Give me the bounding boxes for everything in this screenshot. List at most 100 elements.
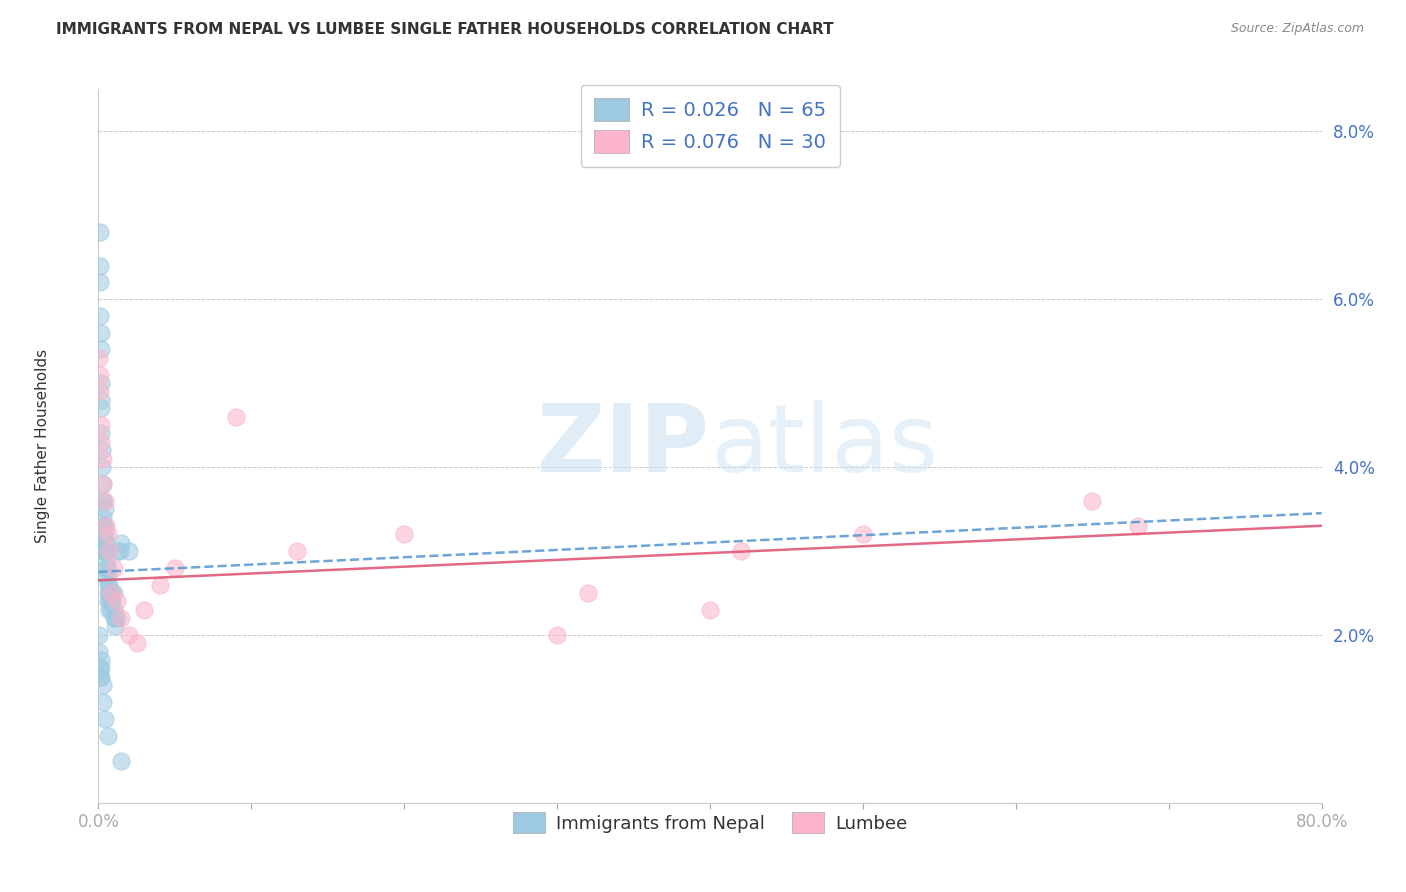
Point [91,493,114,508]
Point [94,544,117,558]
Point [98,594,121,608]
Point [93,502,115,516]
Point [90,376,112,390]
Point [107,544,129,558]
Point [97,594,120,608]
Point [97,527,120,541]
Point [90,401,112,416]
Point [103,560,125,574]
Point [1128,518,1150,533]
Point [98,603,121,617]
Point [104,619,127,633]
Point [90,392,112,407]
Point [89,544,111,558]
Point [91,493,114,508]
Point [546,628,568,642]
Point [392,527,416,541]
Point [93,544,115,558]
Point [103,611,125,625]
Point [89,368,111,382]
Point [91,476,114,491]
Point [90,661,112,675]
Point [90,326,112,340]
Point [576,586,599,600]
Point [101,594,124,608]
Point [89,259,111,273]
Point [118,544,141,558]
Point [285,544,308,558]
Point [97,569,120,583]
Text: atlas: atlas [710,400,938,492]
Point [149,577,172,591]
Point [90,426,112,441]
Point [94,552,117,566]
Legend: Immigrants from Nepal, Lumbee: Immigrants from Nepal, Lumbee [505,805,915,840]
Point [90,670,112,684]
Point [94,535,117,549]
Point [103,603,125,617]
Point [90,434,112,449]
Point [94,518,117,533]
Point [91,695,114,709]
Point [97,729,120,743]
Point [89,384,111,399]
Point [89,670,111,684]
Point [110,535,132,549]
Point [100,603,122,617]
Point [100,586,122,600]
Text: IMMIGRANTS FROM NEPAL VS LUMBEE SINGLE FATHER HOUSEHOLDS CORRELATION CHART: IMMIGRANTS FROM NEPAL VS LUMBEE SINGLE F… [56,22,834,37]
Point [91,510,114,524]
Point [98,577,121,591]
Point [91,518,114,533]
Point [104,611,127,625]
Point [91,476,114,491]
Point [852,527,875,541]
Point [1081,493,1104,508]
Point [94,560,117,574]
Point [103,586,125,600]
Point [89,628,111,642]
Point [89,275,111,289]
Point [97,560,120,574]
Point [90,653,112,667]
Point [134,603,156,617]
Point [91,460,114,475]
Point [110,611,132,625]
Point [100,594,122,608]
Point [97,577,120,591]
Point [110,754,132,768]
Point [93,493,115,508]
Point [225,409,247,424]
Point [98,586,121,600]
Point [89,309,111,323]
Point [730,544,752,558]
Point [93,518,115,533]
Point [101,586,124,600]
Point [97,586,120,600]
Point [163,560,186,574]
Point [89,225,111,239]
Point [89,645,111,659]
Point [105,611,128,625]
Point [89,351,111,365]
Text: ZIP: ZIP [537,400,710,492]
Point [91,678,114,692]
Point [93,527,115,541]
Point [699,603,721,617]
Point [93,712,115,726]
Point [90,417,112,432]
Point [100,586,122,600]
Point [93,535,115,549]
Point [98,544,121,558]
Y-axis label: Single Father Households: Single Father Households [35,349,49,543]
Point [118,628,141,642]
Point [125,636,148,650]
Point [90,343,112,357]
Point [91,451,114,466]
Point [89,661,111,675]
Point [91,443,114,458]
Point [105,594,128,608]
Point [94,569,117,583]
Point [108,544,131,558]
Point [91,527,114,541]
